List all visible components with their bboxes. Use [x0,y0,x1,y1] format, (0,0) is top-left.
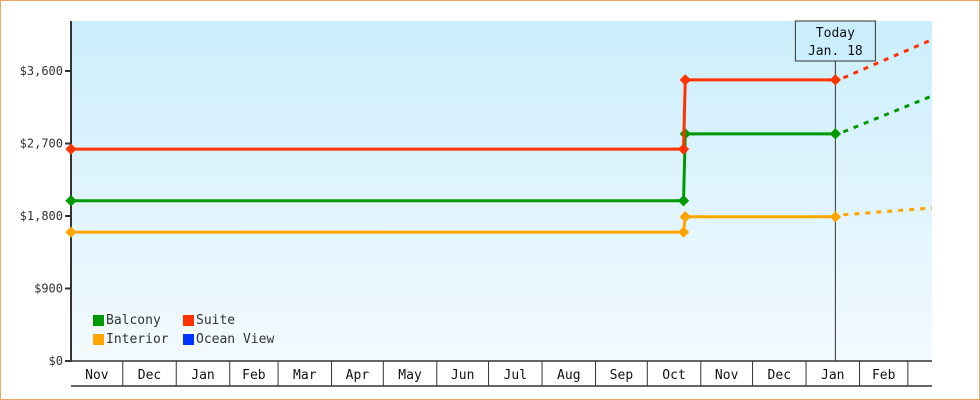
y-tick-label: $0 [49,354,63,368]
legend-label: Suite [196,313,236,328]
y-tick-label: $3,600 [20,64,63,78]
data-point-balcony [677,195,690,207]
y-tick-label: $1,800 [20,209,63,223]
legend-label: Balcony [106,313,161,328]
month-label: Dec [138,368,161,383]
month-label: Feb [872,368,896,383]
projection-line-interior [843,206,933,217]
series-line-interior [71,215,836,234]
y-tick-label: $900 [34,282,63,296]
month-label: Feb [242,368,266,383]
data-point-suite [677,143,690,155]
data-point-interior [679,211,691,223]
data-point-balcony [829,128,842,140]
y-tick-label: $2,700 [20,137,63,151]
legend-label: Interior [106,332,169,347]
legend-swatch-interior [93,334,104,345]
month-label: Nov [85,368,109,383]
legend-item-ocean-view[interactable]: Ocean View [183,332,293,347]
today-label: Today [816,26,855,41]
data-point-interior [677,226,690,238]
month-label: May [398,368,422,383]
legend-item-suite[interactable]: Suite [183,313,293,328]
today-date: Jan. 18 [808,44,863,59]
legend-item-balcony[interactable]: Balcony [93,313,183,328]
series-line-balcony [71,132,836,203]
month-label: Jun [451,368,474,383]
month-label: Oct [662,368,685,383]
legend-label: Ocean View [196,332,275,347]
month-label: Dec [768,368,791,383]
month-label: Sep [610,368,634,383]
month-label: Mar [293,368,317,383]
legend: Balcony Suite Interior Ocean View [93,313,293,347]
today-box [794,20,876,62]
legend-swatch-balcony [93,315,104,326]
month-label: Jul [504,368,527,383]
month-label: Jan [821,368,844,383]
projection-line-suite [842,38,933,80]
projection-line-balcony [842,94,933,134]
month-label: Aug [557,368,580,383]
month-label: Nov [715,368,739,383]
month-label: Jan [191,368,214,383]
month-label: Apr [346,368,370,383]
data-point-interior [829,211,842,223]
legend-swatch-suite [183,315,194,326]
legend-item-interior[interactable]: Interior [93,332,183,347]
legend-swatch-ocean-view [183,334,194,345]
plot-area [71,21,932,361]
series-line-suite [71,78,836,151]
